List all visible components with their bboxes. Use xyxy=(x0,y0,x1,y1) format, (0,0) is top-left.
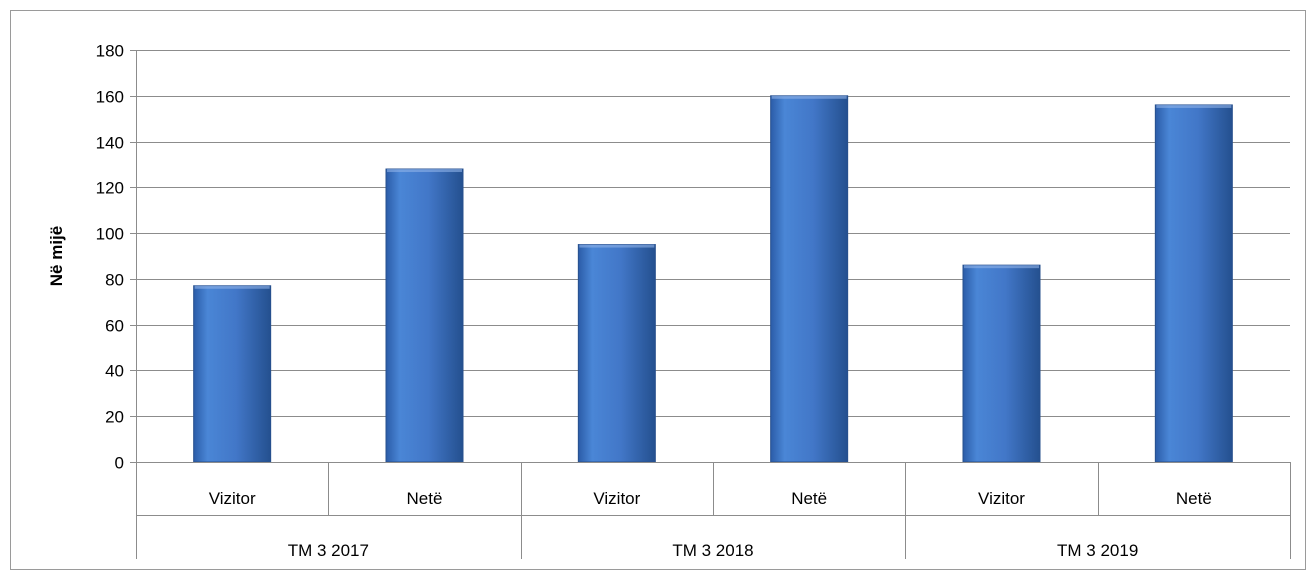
bar xyxy=(193,285,272,463)
group-label: TM 3 2019 xyxy=(1057,541,1138,559)
category-label: Netë xyxy=(1176,489,1212,508)
category-label: Netë xyxy=(407,489,443,508)
gridlines xyxy=(136,50,1290,417)
y-tick-label: 140 xyxy=(96,134,124,153)
y-tick-label: 0 xyxy=(115,454,124,473)
y-tick-label: 100 xyxy=(96,225,124,244)
y-tick-label: 80 xyxy=(105,271,124,290)
bar xyxy=(385,168,464,463)
y-tick-label: 40 xyxy=(105,362,124,381)
group-label: TM 3 2017 xyxy=(288,541,369,559)
y-axis-title: Në mijë xyxy=(47,226,66,286)
category-label: Vizitor xyxy=(978,489,1025,508)
bar xyxy=(962,264,1041,463)
bar-top-highlight xyxy=(964,265,1039,269)
category-label: Vizitor xyxy=(593,489,640,508)
bar xyxy=(1154,104,1233,463)
bar xyxy=(577,244,656,463)
bar-top-highlight xyxy=(579,244,655,248)
bar-top-highlight xyxy=(1156,104,1232,108)
labels: 0 20 40 60 80 100 120 140 160 180 Vizitor Netë Vizit… xyxy=(47,42,1212,560)
bar-top-highlight xyxy=(387,169,462,173)
axes xyxy=(130,50,1291,559)
category-label: Vizitor xyxy=(209,489,256,508)
bar xyxy=(770,95,849,463)
y-tick-label: 120 xyxy=(96,179,124,198)
group-label: TM 3 2018 xyxy=(672,541,753,559)
y-tick-label: 180 xyxy=(96,42,124,61)
bar-top-highlight xyxy=(194,285,270,289)
y-tick-label: 160 xyxy=(96,88,124,107)
y-tick-label: 20 xyxy=(105,408,124,427)
category-label: Netë xyxy=(791,489,827,508)
y-tick-label: 60 xyxy=(105,317,124,336)
bar-top-highlight xyxy=(771,95,847,99)
bars xyxy=(193,95,1233,463)
